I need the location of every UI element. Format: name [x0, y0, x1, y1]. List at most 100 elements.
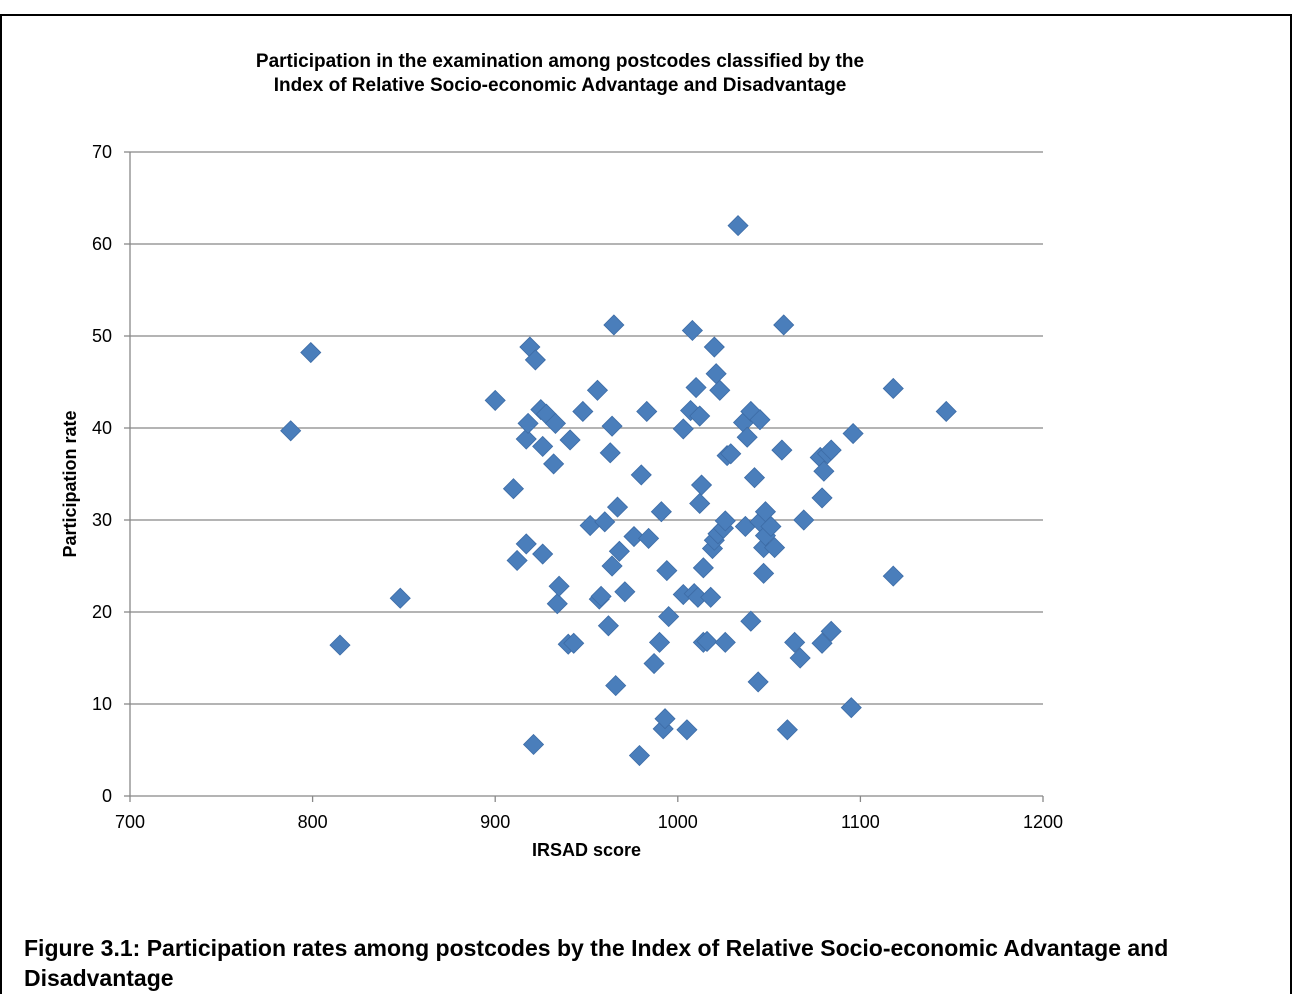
data-point	[532, 435, 554, 457]
data-point	[548, 575, 570, 597]
y-axis-title: Participation rate	[60, 410, 80, 557]
data-point	[522, 733, 545, 756]
data-point	[703, 336, 725, 358]
data-point	[696, 630, 718, 653]
data-point	[935, 400, 957, 423]
data-point	[546, 593, 568, 615]
data-point	[329, 634, 351, 656]
data-point	[599, 442, 621, 464]
data-point	[572, 400, 594, 423]
y-tick-label: 40	[92, 418, 112, 438]
data-point	[559, 429, 581, 451]
data-point	[590, 585, 612, 607]
data-point	[597, 615, 619, 637]
x-tick-label: 700	[115, 812, 145, 832]
chart-title: Participation in the examination among p…	[255, 51, 865, 96]
data-point	[502, 478, 525, 500]
data-point	[506, 549, 528, 572]
data-point	[784, 631, 806, 653]
data-point	[789, 647, 811, 669]
data-point	[882, 377, 904, 400]
data-point	[793, 509, 815, 531]
data-point	[882, 565, 904, 587]
data-point	[563, 632, 585, 654]
data-point	[524, 349, 546, 371]
data-point	[764, 537, 786, 559]
data-point	[689, 405, 711, 427]
data-point	[586, 379, 609, 401]
data-point	[714, 631, 736, 653]
tick-labels: 0 10 20 30 40 50 60 70 700 800 900 1000 1100 1200	[92, 142, 1063, 832]
data-point	[280, 420, 302, 442]
data-point	[705, 363, 727, 385]
gridlines	[130, 151, 1043, 705]
data-point	[753, 562, 775, 584]
data-point	[776, 719, 798, 741]
data-point	[601, 415, 623, 437]
data-point	[658, 606, 680, 628]
data-point	[608, 540, 630, 562]
data-point	[689, 492, 711, 515]
data-point	[840, 697, 862, 719]
data-point	[727, 215, 749, 237]
data-point	[811, 632, 833, 654]
data-point	[515, 428, 537, 450]
data-point	[543, 453, 565, 475]
data-point	[842, 422, 864, 445]
data-point	[544, 412, 567, 434]
figure-frame	[0, 14, 1292, 994]
axes	[124, 151, 1044, 802]
x-tick-label: 1200	[1023, 812, 1063, 832]
data-point	[813, 460, 835, 482]
y-tick-label: 10	[92, 694, 112, 714]
data-point	[820, 620, 842, 642]
data-point	[623, 525, 645, 548]
data-point	[820, 439, 842, 461]
data-point	[579, 514, 601, 537]
y-tick-label: 50	[92, 326, 112, 346]
data-point	[676, 719, 698, 741]
data-point	[605, 675, 627, 697]
data-point	[300, 341, 322, 364]
data-point	[614, 581, 636, 603]
data-point	[601, 555, 623, 577]
data-point	[760, 515, 782, 538]
data-points	[280, 215, 957, 767]
data-point	[532, 543, 554, 565]
data-point	[656, 560, 678, 582]
data-point	[643, 652, 665, 675]
data-point	[700, 586, 722, 608]
x-tick-label: 800	[298, 812, 328, 832]
data-point	[606, 496, 629, 518]
figure-caption: Figure 3.1: Participation rates among po…	[24, 935, 1169, 991]
y-tick-label: 20	[92, 602, 112, 622]
data-point	[650, 501, 672, 523]
data-point	[743, 467, 766, 489]
x-tick-label: 1000	[658, 812, 698, 832]
data-point	[484, 389, 506, 411]
y-tick-label: 60	[92, 234, 112, 254]
data-point	[714, 510, 736, 532]
y-tick-label: 30	[92, 510, 112, 530]
data-point	[692, 557, 714, 579]
data-point	[749, 409, 771, 431]
data-point	[720, 443, 742, 465]
data-point	[736, 426, 758, 448]
data-point	[648, 631, 671, 653]
data-point	[515, 533, 537, 555]
data-point	[630, 464, 652, 486]
data-point	[740, 610, 762, 632]
data-point	[628, 744, 651, 767]
data-point	[603, 314, 625, 336]
data-point	[389, 587, 411, 609]
x-axis-title: IRSAD score	[532, 840, 641, 860]
data-point	[517, 412, 539, 434]
data-point	[636, 400, 658, 423]
data-point	[773, 314, 795, 336]
data-point	[690, 474, 713, 496]
y-tick-label: 70	[92, 142, 112, 162]
y-tick-label: 0	[102, 786, 112, 806]
data-point	[811, 487, 833, 509]
data-point	[638, 527, 660, 549]
